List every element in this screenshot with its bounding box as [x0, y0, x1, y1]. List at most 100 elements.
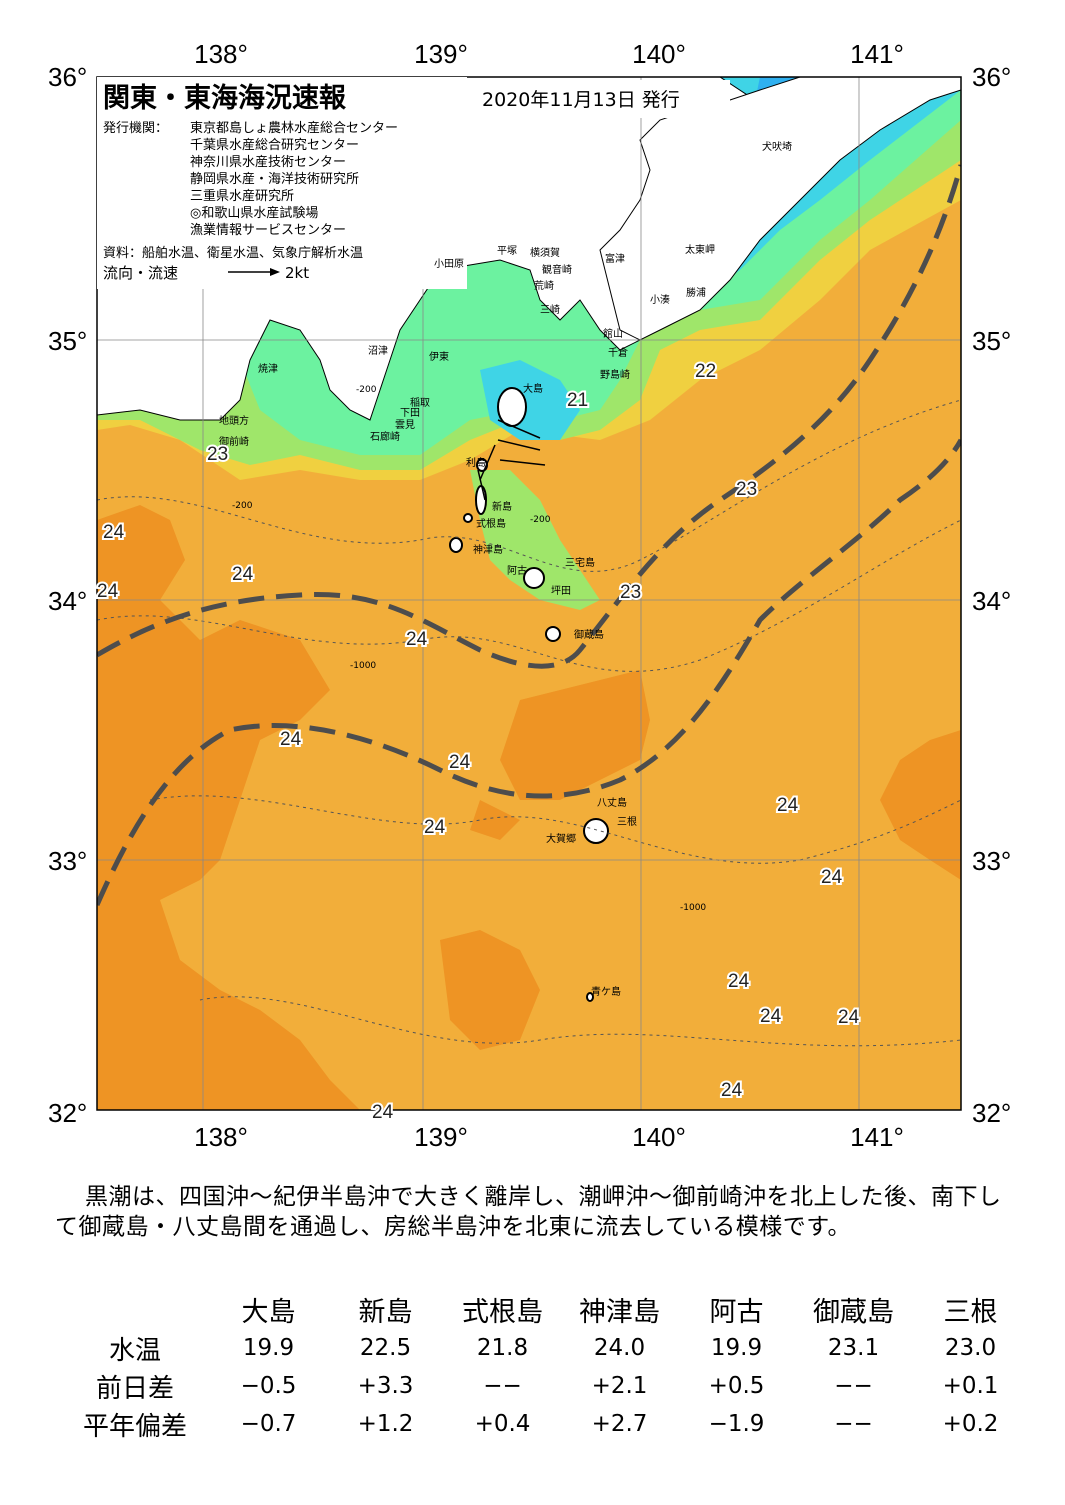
table-corner — [60, 1290, 210, 1329]
place-name-label: 荒崎 — [534, 279, 554, 292]
flow-legend-label: 流向・流速 — [103, 264, 178, 282]
publisher-item: 千葉県水産総合研究センター — [190, 137, 359, 153]
temperature-fill-layers — [97, 77, 961, 1110]
depth-label: -200 — [356, 385, 377, 395]
table-cell: 19.9 — [710, 1335, 763, 1361]
table-cell: +3.3 — [357, 1373, 414, 1399]
isotherm-label: 24 — [728, 971, 750, 992]
latitude-label: 35° — [972, 326, 1011, 356]
depth-contours — [97, 399, 961, 1047]
table-cell: 21.8 — [476, 1335, 529, 1361]
place-name-label: 三崎 — [540, 303, 560, 316]
sea-temperature-map: 関東・東海海況速報 2020年11月13日 発行 発行機関： 東京都島しょ農林水… — [48, 39, 1011, 1152]
table-cell: −0.7 — [240, 1411, 297, 1437]
island-oshima — [497, 387, 527, 427]
place-name-label: 富津 — [605, 252, 625, 265]
table-cell: 23.0 — [944, 1335, 997, 1361]
island-miyakejima — [523, 567, 545, 589]
table-cell: +2.1 — [591, 1373, 648, 1399]
temp-zone-25-west — [97, 505, 360, 1110]
publisher-item: 東京都島しょ農林水産総合センター — [190, 120, 398, 136]
table-cell: −− — [834, 1411, 873, 1437]
place-name-label: 雲見 — [395, 419, 415, 431]
table-cell: −1.9 — [708, 1411, 765, 1437]
depth-label: -1000 — [680, 903, 706, 913]
temperature-table: 大島 新島 式根島 神津島 阿古 御蔵島 三根 水温 19.9 22.5 21.8 24.0 19.9… — [60, 1290, 1029, 1443]
place-name-label: 利島 — [466, 456, 486, 469]
place-name-label: 阿古 — [507, 564, 527, 577]
place-name-label: 御前崎 — [219, 435, 249, 448]
table-cell: +0.1 — [942, 1373, 999, 1399]
legend-box — [97, 77, 467, 289]
place-name-label: 小湊 — [650, 293, 670, 306]
publisher-item: ◎和歌山県水産試験場 — [190, 205, 318, 221]
date-box — [470, 80, 730, 118]
table-cell: +2.7 — [591, 1411, 648, 1437]
place-name-label: 石廊崎 — [370, 430, 400, 443]
longitude-label: 140° — [632, 1122, 686, 1152]
isotherm-label: 24 — [821, 867, 843, 888]
island-kozushima — [449, 537, 463, 553]
place-name-label: 三宅島 — [565, 556, 595, 569]
latitude-label: 33° — [48, 846, 87, 876]
publisher-label: 発行機関： — [103, 121, 168, 136]
depth-label: -1000 — [350, 661, 376, 671]
island-aogashima — [586, 992, 594, 1002]
place-name-label: 館山 — [603, 327, 623, 340]
place-name-label: 野島崎 — [600, 368, 630, 381]
isotherm-label: 21 — [567, 390, 588, 411]
flow-legend-arrowhead — [270, 268, 280, 276]
place-name-label: 観音崎 — [542, 263, 572, 276]
isotherm-label: 24 — [406, 629, 428, 650]
place-name-label: 三根 — [617, 815, 637, 828]
station-header: 新島 — [358, 1297, 413, 1328]
flow-arrows — [477, 419, 546, 501]
place-name-label: 八丈島 — [597, 796, 627, 809]
source-note: 資料：船舶水温、衛星水温、気象庁解析水温 — [103, 245, 363, 261]
place-name-label: 新島 — [492, 500, 512, 513]
flow-legend-scale: 2kt — [285, 264, 309, 282]
isotherm-label: 24 — [103, 522, 125, 543]
place-name-label: 神津島 — [473, 543, 503, 556]
table-cell: 19.9 — [242, 1335, 295, 1361]
place-name-label: 勝浦 — [686, 286, 706, 299]
longitude-label: 139° — [414, 1122, 468, 1152]
table-cell: 24.0 — [593, 1335, 646, 1361]
isotherm-label: 24 — [721, 1080, 743, 1101]
table-cell: −0.5 — [240, 1373, 297, 1399]
land-boso — [599, 77, 961, 341]
table-cell: −− — [834, 1373, 873, 1399]
place-name-label: 小田原 — [434, 258, 464, 270]
latitude-label: 32° — [972, 1098, 1011, 1128]
table-cell: −− — [483, 1373, 522, 1399]
island-shikinejima — [463, 513, 473, 523]
place-name-label: 地頭方 — [219, 414, 249, 427]
table-cell: +1.2 — [357, 1411, 414, 1437]
depth-label: -200 — [530, 515, 551, 525]
latitude-label: 35° — [48, 326, 87, 356]
longitude-label: 141° — [850, 1122, 904, 1152]
station-header: 大島 — [241, 1297, 296, 1328]
issue-date: 2020年11月13日 発行 — [482, 89, 680, 111]
latitude-labels-right: 36° 35° 34° 33° 32° — [972, 62, 1011, 1128]
map-title: 関東・東海海況速報 — [103, 83, 347, 114]
place-name-label: 伊東 — [429, 350, 449, 363]
longitude-labels-bottom: 138° 139° 140° 141° — [194, 1122, 904, 1152]
longitude-label: 141° — [850, 39, 904, 69]
table-cell: +0.2 — [942, 1411, 999, 1437]
temp-zone-22-izu — [470, 470, 600, 610]
longitude-label: 139° — [414, 39, 468, 69]
place-name-label: 坪田 — [551, 584, 571, 597]
isotherm-label: 24 — [777, 795, 799, 816]
table-cell: 23.1 — [827, 1335, 880, 1361]
isotherm-label: 24 — [280, 729, 302, 750]
isotherm-label: 24 — [449, 752, 471, 773]
publisher-item: 静岡県水産・海洋技術研究所 — [190, 171, 359, 187]
place-name-label: 千倉 — [608, 346, 628, 359]
isotherm-label: 23 — [207, 444, 228, 465]
publisher-list: 東京都島しょ農林水産総合センター千葉県水産総合研究センター神奈川県水産技術センタ… — [190, 120, 398, 238]
publisher-item: 漁業情報サービスセンター — [190, 222, 346, 238]
place-name-label: 大賀郷 — [546, 832, 576, 845]
latitude-label: 32° — [48, 1098, 87, 1128]
